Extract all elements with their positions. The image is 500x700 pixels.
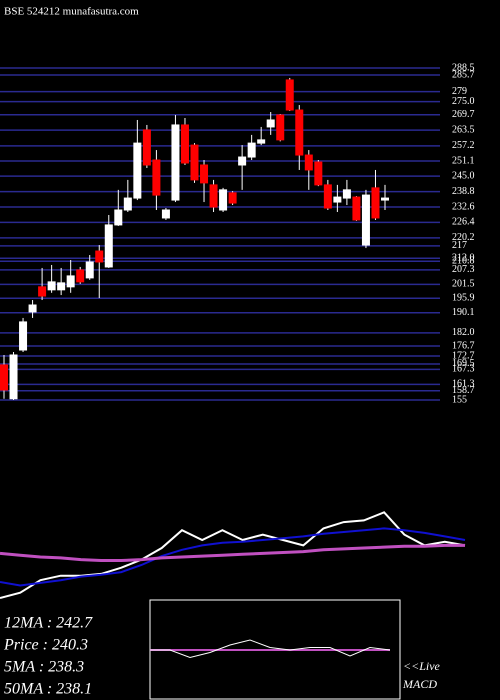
chart-title: BSE 524212 munafasutra.com xyxy=(4,6,139,18)
y-tick-label: 155 xyxy=(452,394,467,405)
annotation: Price : 240.3 xyxy=(3,637,88,654)
candle-body xyxy=(352,196,361,221)
y-tick-label: 201.5 xyxy=(452,279,475,290)
candle-body xyxy=(114,209,123,226)
y-tick-label: 212.0 xyxy=(452,253,475,264)
candle-body xyxy=(180,124,189,164)
candle-body xyxy=(209,184,218,208)
candle-body xyxy=(104,224,113,268)
y-tick-label: 182.0 xyxy=(452,327,475,338)
y-tick-label: 172.7 xyxy=(452,350,475,361)
candle-body xyxy=(123,197,132,211)
y-tick-label: 207.3 xyxy=(452,264,475,275)
candle-body xyxy=(342,189,351,199)
y-tick-label: 263.5 xyxy=(452,124,475,135)
y-tick-label: 275.0 xyxy=(452,96,475,107)
candle-body xyxy=(142,129,151,166)
y-tick-label: 285.7 xyxy=(452,69,475,80)
y-tick-label: 288.5 xyxy=(452,62,475,73)
annotation: 12MA : 242.7 xyxy=(4,615,93,632)
candle-body xyxy=(228,192,237,204)
y-tick-label: 176.7 xyxy=(452,340,475,351)
indicator-line xyxy=(0,543,465,562)
y-tick-label: 269.7 xyxy=(452,109,475,120)
y-tick-label: 167.3 xyxy=(452,364,475,375)
candle-body xyxy=(190,144,199,181)
candle-body xyxy=(28,304,37,313)
candle-body xyxy=(85,261,94,279)
candle-body xyxy=(161,209,170,219)
candle-body xyxy=(152,159,161,196)
y-tick-label: 169.5 xyxy=(452,358,475,369)
candle-body xyxy=(76,269,85,283)
y-tick-label: 232.6 xyxy=(452,201,475,212)
candle-body xyxy=(285,79,294,111)
candle-body xyxy=(276,114,285,141)
y-tick-label: 217 xyxy=(452,240,467,251)
candle-body xyxy=(219,189,228,211)
indicator-line xyxy=(150,639,391,659)
candle-body xyxy=(19,321,28,351)
y-tick-label: 238.8 xyxy=(452,186,475,197)
annotation: 50MA : 238.1 xyxy=(4,681,92,698)
candle-body xyxy=(47,281,56,291)
candle-body xyxy=(0,364,8,391)
y-tick-label: 161.3 xyxy=(452,379,475,390)
candle-body xyxy=(171,124,180,201)
candle-body xyxy=(38,286,47,297)
candle-body xyxy=(266,119,275,128)
candle-body xyxy=(9,354,18,400)
y-tick-label: 190.1 xyxy=(452,307,475,318)
candle-body xyxy=(66,275,75,288)
annotation: 5MA : 238.3 xyxy=(4,659,84,676)
y-tick-label: 220.2 xyxy=(452,232,475,243)
candle-body xyxy=(257,139,266,144)
candle-body xyxy=(57,282,66,291)
candle-body xyxy=(371,187,380,219)
indicator-line xyxy=(0,527,466,587)
candle-body xyxy=(333,196,342,203)
y-tick-label: 226.4 xyxy=(452,217,475,228)
y-tick-label: 245.0 xyxy=(452,170,475,181)
candle-body xyxy=(133,142,142,199)
y-tick-label: 158.7 xyxy=(452,385,475,396)
candle-body xyxy=(323,184,332,209)
annotation: <<Live xyxy=(403,659,441,673)
candle-body xyxy=(200,164,209,184)
candle-body xyxy=(304,154,313,171)
candle-body xyxy=(361,194,370,246)
indicator-line xyxy=(0,511,466,599)
y-tick-label: 257.2 xyxy=(452,140,475,151)
candle-body xyxy=(381,197,389,201)
y-tick-label: 210.8 xyxy=(452,256,475,267)
candle-body xyxy=(295,109,304,156)
y-tick-label: 251.1 xyxy=(452,155,475,166)
candle-body xyxy=(238,156,247,166)
annotation: MACD xyxy=(402,677,437,691)
y-tick-label: 195.9 xyxy=(452,293,475,304)
y-tick-label: 279 xyxy=(452,86,467,97)
candle-body xyxy=(247,142,256,158)
candle-body xyxy=(95,250,104,263)
candle-body xyxy=(314,161,323,186)
